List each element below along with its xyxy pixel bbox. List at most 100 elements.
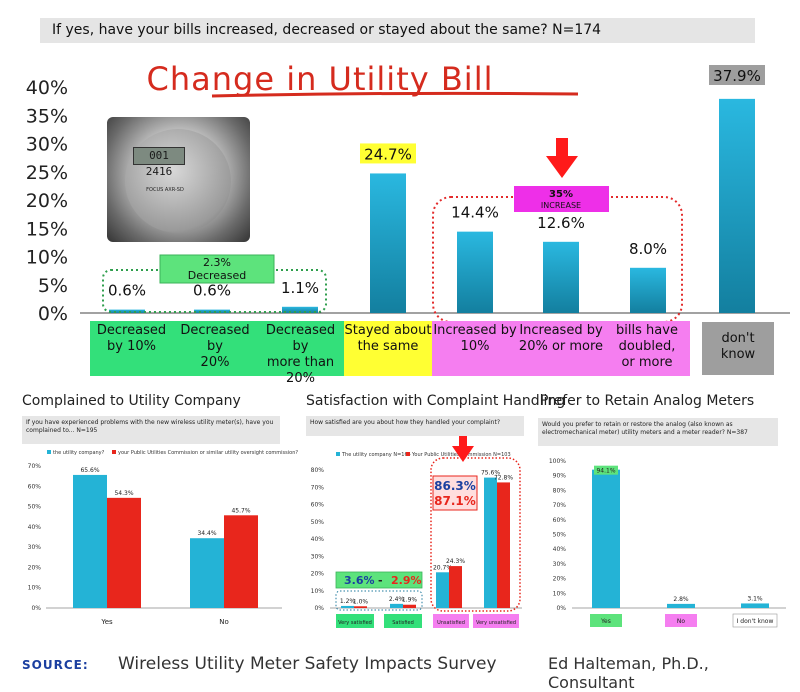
main-chart-title: Change in Utility Bill	[146, 60, 494, 98]
small-y-tick: 50%	[311, 519, 325, 526]
small-y-tick: 40%	[311, 536, 325, 543]
small-y-tick: 40%	[28, 524, 42, 531]
unsatisfied-callout-value-1: 86.3%	[434, 479, 476, 493]
main-value-label: 0.6%	[193, 282, 231, 300]
main-category-label: Stayed about the same	[344, 321, 432, 376]
main-category-line: the same	[357, 339, 419, 354]
small-category-label: Yes	[600, 618, 611, 625]
small-y-tick: 0%	[556, 605, 566, 612]
satisfied-callout-value-2: 2.9%	[391, 574, 422, 587]
small-y-tick: 70%	[28, 463, 42, 470]
main-value-label: 24.7%	[364, 145, 412, 163]
small-value-label: 1.9%	[402, 597, 418, 604]
legend-swatch	[112, 450, 116, 454]
main-category-line: 20%	[286, 371, 315, 386]
analog-title: Prefer to Retain Analog Meters	[540, 393, 755, 409]
complained-question: If you have experienced problems with th…	[22, 416, 280, 444]
main-category-line: more than	[266, 355, 335, 370]
main-y-tick: 15%	[26, 218, 68, 240]
small-bar	[107, 497, 141, 608]
small-category-label: Very unsatisfied	[476, 620, 516, 626]
main-bar	[543, 241, 579, 313]
main-bar	[282, 306, 318, 313]
decreased-callout-bg	[159, 254, 275, 284]
main-category-line: 20%	[200, 355, 230, 370]
survey-name: Wireless Utility Meter Safety Impacts Su…	[118, 654, 497, 674]
small-value-label: 65.6%	[80, 467, 99, 474]
small-y-tick: 50%	[553, 532, 567, 539]
main-category-line: or more	[621, 355, 673, 370]
increase-callout-label: INCREASE	[541, 201, 581, 210]
small-bar	[741, 603, 769, 608]
small-bar	[497, 482, 510, 608]
satisfaction-question: How satisfied are you about how they han…	[306, 416, 524, 436]
unsatisfied-callout-value-2: 87.1%	[434, 494, 476, 508]
main-category-line: doubled,	[618, 339, 676, 354]
small-category-label: I don't know	[737, 618, 774, 625]
small-bar	[390, 603, 403, 608]
decreased-callout-label: Decreased	[188, 269, 247, 282]
small-value-label: 3.1%	[747, 595, 763, 602]
legend-label: The utility company N=164	[341, 452, 411, 458]
meter-photo: 001 2416 FOCUS AXR-SD	[107, 117, 250, 242]
increase-callout-value: 35%	[549, 189, 573, 200]
small-category-label: Unsatisfied	[437, 620, 465, 626]
small-y-tick: 80%	[553, 487, 567, 494]
small-y-tick: 70%	[553, 502, 567, 509]
analog-value-label-bg	[594, 465, 618, 475]
small-category-label: Satisfied	[392, 620, 414, 626]
decreased-callout-value: 2.3%	[203, 256, 231, 269]
meter-display: 001 2416	[133, 147, 185, 178]
main-value-label: 14.4%	[451, 204, 499, 222]
complained-title: Complained to Utility Company	[22, 393, 241, 409]
small-y-tick: 80%	[311, 467, 325, 474]
main-category-label: Decreased by more than 20%	[257, 321, 344, 386]
main-y-tick: 20%	[26, 190, 68, 212]
main-bar	[109, 309, 145, 313]
main-bar	[457, 231, 493, 313]
small-value-label: 94.1%	[596, 468, 615, 475]
main-bar	[370, 173, 406, 313]
main-value-label: 37.9%	[713, 67, 761, 85]
small-category-bg	[433, 614, 469, 628]
small-bar	[436, 572, 449, 608]
small-value-label: 2.4%	[389, 596, 405, 603]
small-category-bg	[336, 614, 374, 628]
small-bar	[341, 605, 354, 608]
main-category-line: Increased by	[519, 323, 603, 338]
small-y-tick: 0%	[31, 605, 41, 612]
red-arrow-icon	[546, 138, 578, 178]
legend-swatch	[406, 452, 410, 456]
main-category-line: know	[720, 347, 756, 362]
small-y-tick: 0%	[314, 605, 324, 612]
small-bar	[73, 474, 107, 608]
small-y-tick: 30%	[28, 544, 42, 551]
small-bar	[449, 566, 462, 608]
satisfaction-title: Satisfaction with Complaint Handling	[306, 393, 566, 409]
small-value-label: 34.4%	[197, 530, 216, 537]
legend-label: the utility company?	[53, 450, 105, 456]
small-y-tick: 60%	[28, 483, 42, 490]
main-category-line: don't	[721, 331, 755, 346]
author-credit: Ed Halteman, Ph.D., Consultant	[548, 654, 709, 692]
main-category-line: Increased by	[433, 323, 517, 338]
main-category-line: Decreased by	[180, 323, 250, 354]
main-value-label-bg	[709, 65, 765, 85]
main-y-tick: 40%	[26, 77, 68, 99]
title-underline	[211, 91, 579, 98]
small-y-tick: 10%	[311, 588, 325, 595]
main-bar	[630, 267, 666, 313]
small-category-bg	[732, 613, 778, 628]
source-label: SOURCE:	[22, 658, 89, 672]
small-y-tick: 70%	[311, 484, 325, 491]
main-value-label: 1.1%	[281, 279, 319, 297]
main-bar	[194, 309, 230, 313]
small-category-bg	[473, 614, 519, 628]
meter-face	[125, 129, 231, 233]
satisfied-callout-bg	[335, 571, 423, 589]
main-category-label: don't know	[702, 322, 774, 375]
main-category-line: by 10%	[107, 339, 156, 354]
decreased-dotted-box	[102, 269, 327, 313]
main-y-tick: 10%	[26, 247, 68, 269]
